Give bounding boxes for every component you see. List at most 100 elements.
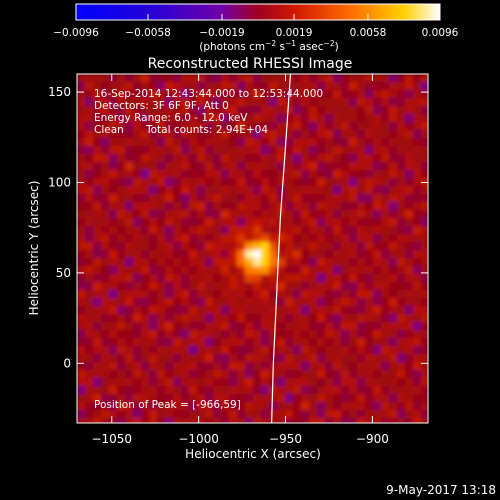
image-pixel [285,306,293,314]
image-pixel [293,98,301,106]
image-pixel [117,370,125,378]
image-pixel [205,122,213,130]
image-pixel [277,186,285,194]
image-pixel [149,354,157,362]
image-pixel [157,90,165,98]
image-pixel [181,274,189,282]
image-pixel [101,146,109,154]
image-pixel [357,138,365,146]
image-pixel [213,258,221,266]
image-pixel [133,82,141,90]
image-pixel [221,410,229,418]
image-pixel [389,178,397,186]
image-pixel [269,394,277,402]
image-pixel [269,130,277,138]
image-pixel [397,218,405,226]
image-pixel [165,394,173,402]
image-pixel [365,114,373,122]
image-pixel [221,386,229,394]
image-pixel [293,114,301,122]
image-pixel [109,370,117,378]
image-pixel [357,130,365,138]
image-pixel [101,402,109,410]
image-pixel [285,346,293,354]
image-pixel [253,138,261,146]
image-pixel [117,106,125,114]
image-pixel [389,82,397,90]
image-pixel [373,346,381,354]
image-pixel [261,346,269,354]
x-tick-label: −900 [356,432,389,446]
image-pixel [381,114,389,122]
image-pixel [117,266,125,274]
image-pixel [245,106,253,114]
image-pixel [237,394,245,402]
image-pixel [141,146,149,154]
image-pixel [301,130,309,138]
image-pixel [181,130,189,138]
image-pixel [269,178,277,186]
image-pixel [173,338,181,346]
image-pixel [389,250,397,258]
image-pixel [165,90,173,98]
image-pixel [325,170,333,178]
image-pixel [309,338,317,346]
image-pixel [397,122,405,130]
image-pixel [381,82,389,90]
image-pixel [133,130,141,138]
image-pixel [261,162,269,170]
image-pixel [189,106,197,114]
image-pixel [85,106,93,114]
image-pixel [341,234,349,242]
image-pixel [245,178,253,186]
image-pixel [317,186,325,194]
image-pixel [93,418,101,423]
image-pixel [197,410,205,418]
image-pixel [197,122,205,130]
image-pixel [101,418,109,423]
image-pixel [333,178,341,186]
image-pixel [197,234,205,242]
image-pixel [213,170,221,178]
image-pixel [373,226,381,234]
image-pixel [389,290,397,298]
image-pixel [157,394,165,402]
image-pixel [285,274,293,282]
image-pixel [109,282,117,290]
image-pixel [357,210,365,218]
image-pixel [181,378,189,386]
image-pixel [165,186,173,194]
image-pixel [365,250,373,258]
image-pixel [253,226,261,234]
image-pixel [293,186,301,194]
image-pixel [333,74,341,82]
image-pixel [413,194,421,202]
image-pixel [269,298,277,306]
image-pixel [253,378,261,386]
image-pixel [381,402,389,410]
image-pixel [77,402,85,410]
image-pixel [381,138,389,146]
image-pixel [85,122,93,130]
image-pixel [157,378,165,386]
image-pixel [261,234,269,242]
image-pixel [277,282,285,290]
image-pixel [357,378,365,386]
image-pixel [405,402,413,410]
image-pixel [365,122,373,130]
image-pixel [253,202,261,210]
image-pixel [141,130,149,138]
image-pixel [125,386,133,394]
image-pixel [405,122,413,130]
image-pixel [261,138,269,146]
image-pixel [157,242,165,250]
image-pixel [101,114,109,122]
image-pixel [381,226,389,234]
image-pixel [237,178,245,186]
image-pixel [269,402,277,410]
image-pixel [317,298,325,306]
image-pixel [397,274,405,282]
image-pixel [333,194,341,202]
image-pixel [197,266,205,274]
image-pixel [181,122,189,130]
